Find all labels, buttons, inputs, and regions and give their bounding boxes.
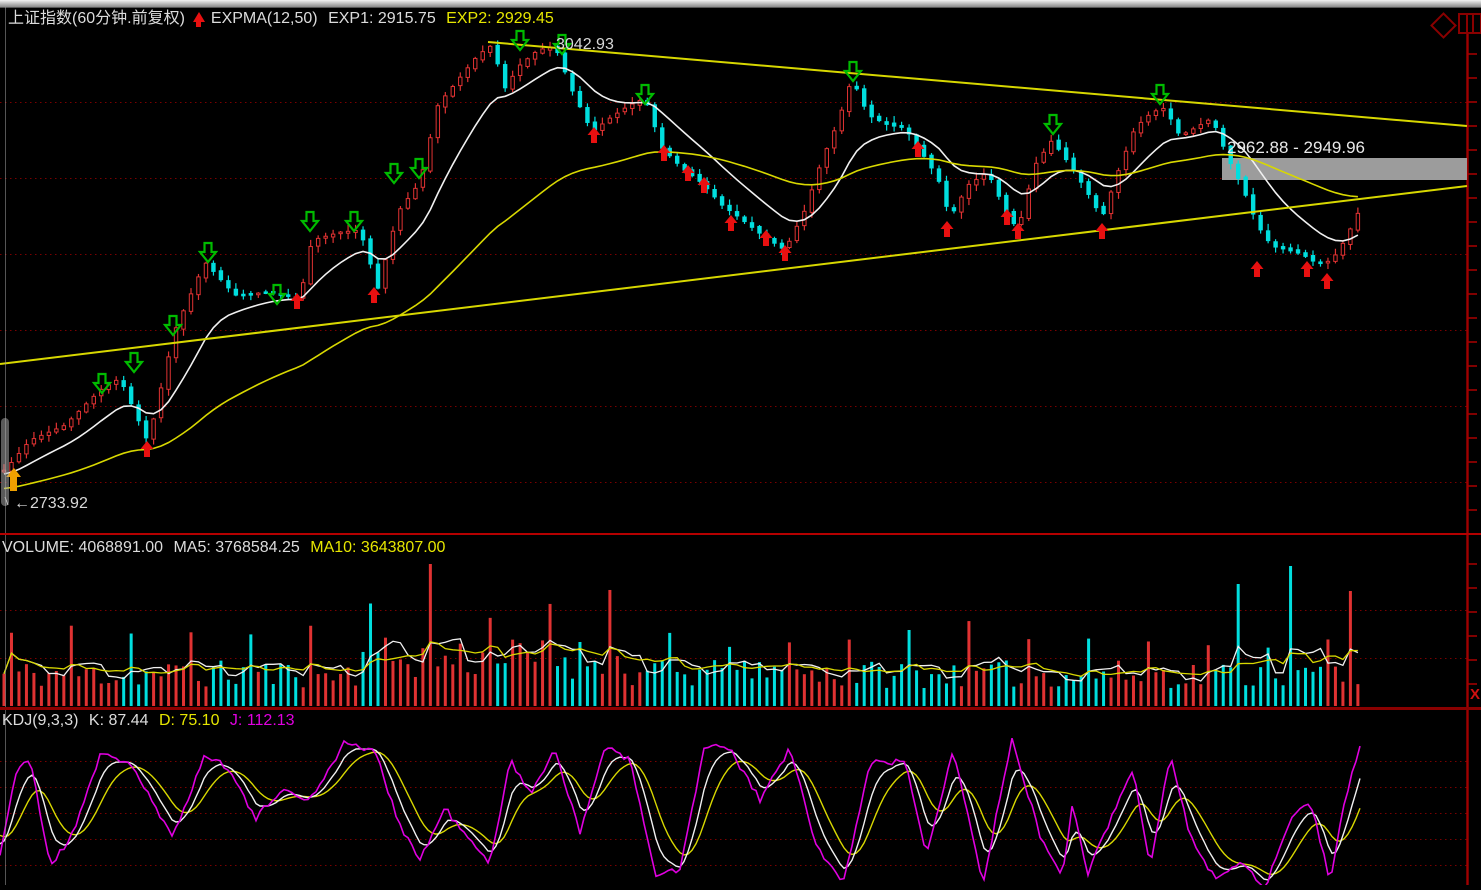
- volume-value: VOLUME: 4068891.00: [2, 539, 163, 556]
- instrument-title: 上证指数(60分钟.前复权): [8, 10, 185, 27]
- close-panel-icon[interactable]: X: [1469, 686, 1480, 703]
- panel-separator-1[interactable]: [0, 533, 1481, 535]
- kdj-d-value: D: 75.10: [158, 712, 220, 729]
- exp1-value: EXP1: 2915.75: [328, 10, 436, 27]
- main-chart-header: 上证指数(60分钟.前复权) EXPMA(12,50) EXP1: 2915.75…: [8, 9, 560, 29]
- trendlines[interactable]: [0, 41, 1468, 365]
- panes-divider-1: [1466, 15, 1468, 32]
- kdj-name: KDJ(9,3,3): [2, 712, 79, 729]
- volume-header: VOLUME: 4068891.00 MA5: 3768584.25 MA10:…: [2, 538, 451, 558]
- volume-bars: [2, 564, 1360, 706]
- panel-separator-2[interactable]: [0, 707, 1481, 710]
- kdj-lines: [0, 737, 1361, 885]
- kdj-k-value: K: 87.44: [88, 712, 149, 729]
- exp2-value: EXP2: 2929.45: [446, 10, 554, 27]
- kdj-header: KDJ(9,3,3) K: 87.44 D: 75.10 J: 112.13: [2, 711, 301, 731]
- gap-range-band[interactable]: [1222, 158, 1467, 180]
- indicator-name: EXPMA(12,50): [210, 10, 318, 27]
- gridlines: [0, 102, 1467, 866]
- peak-price-label: 3042.93: [556, 36, 614, 53]
- start-marker-icon: [6, 468, 21, 491]
- kdj-d-line: [0, 751, 1361, 876]
- kdj-j-value: J: 112.13: [229, 712, 295, 729]
- up-arrow-icon: [192, 12, 205, 27]
- sell-signal-arrows: [91, 29, 1171, 395]
- panes-divider-2: [1472, 15, 1474, 32]
- kdj-j-line: [0, 737, 1361, 885]
- exp2-line: [3, 151, 1358, 490]
- volume-ma10-value: MA10: 3643807.00: [310, 539, 446, 556]
- selection-highlight: [1, 418, 9, 506]
- price-axis: [1466, 33, 1477, 885]
- volume-ma5-line: [3, 638, 1359, 682]
- kdj-k-line: [0, 748, 1361, 881]
- gap-range-label: 2962.88 - 2949.96: [1227, 138, 1366, 157]
- volume-ma10-line: [3, 641, 1358, 677]
- volume-ma5-value: MA5: 3768584.25: [173, 539, 300, 556]
- buy-signal-arrows: [140, 127, 1334, 457]
- candlesticks: [1, 40, 1361, 477]
- split-panes-icon[interactable]: [1458, 13, 1481, 34]
- low-price-label: ←2733.92: [14, 495, 88, 512]
- top-scrollbar[interactable]: [0, 0, 1481, 8]
